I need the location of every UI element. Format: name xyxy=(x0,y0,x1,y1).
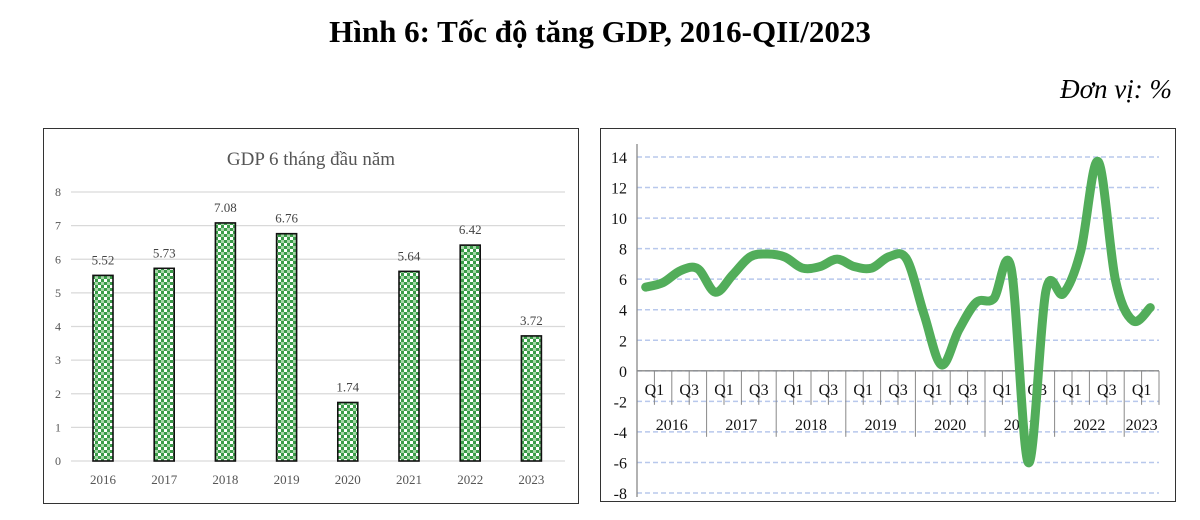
unit-label: Đơn vị: % xyxy=(1060,74,1172,104)
y-tick-label: -2 xyxy=(614,394,627,411)
year-label: 2019 xyxy=(865,417,897,434)
y-tick-label: -4 xyxy=(614,425,627,442)
quarter-label: Q1 xyxy=(853,382,873,399)
y-tick-label: 4 xyxy=(55,320,61,334)
bar-chart-title: GDP 6 tháng đầu năm xyxy=(227,149,395,170)
data-label: 3.72 xyxy=(520,313,543,328)
y-tick-label: 12 xyxy=(611,181,627,198)
quarter-label: Q3 xyxy=(819,382,839,399)
y-tick-label: 10 xyxy=(611,211,627,228)
year-label: 2020 xyxy=(934,417,966,434)
y-tick-label: 0 xyxy=(619,364,627,381)
y-tick-label: 2 xyxy=(619,333,627,350)
year-label: 2018 xyxy=(795,417,827,434)
bar xyxy=(398,270,420,462)
bar xyxy=(275,232,298,462)
quarter-label: Q1 xyxy=(923,382,943,399)
quarter-label: Q1 xyxy=(645,382,665,399)
y-tick-label: 2 xyxy=(55,387,61,401)
x-tick-label: 2019 xyxy=(274,472,300,487)
y-tick-label: 5 xyxy=(55,286,61,300)
data-label: 5.52 xyxy=(92,252,115,267)
bar xyxy=(459,244,482,462)
y-tick-label: 14 xyxy=(611,150,627,167)
data-label: 5.73 xyxy=(153,245,176,260)
bar xyxy=(92,274,114,462)
line-chart: -8 -6 -4 -2 0 2 4 6 8 10 12 14 Q1 Q3 Q1 Q3 Q1 Q3 Q1 Q3 Q1 Q3 Q… xyxy=(611,144,1160,503)
x-tick-label: 2018 xyxy=(212,472,238,487)
data-label: 5.64 xyxy=(398,248,421,263)
y-tick-label: 8 xyxy=(619,242,627,259)
bar xyxy=(336,401,359,462)
year-label: 2017 xyxy=(725,417,757,434)
y-tick-label: 0 xyxy=(55,454,61,468)
x-tick-label: 2021 xyxy=(396,472,422,487)
quarter-label: Q3 xyxy=(888,382,908,399)
quarter-label: Q3 xyxy=(679,382,699,399)
y-tick-label: 6 xyxy=(55,252,61,266)
bar xyxy=(214,222,237,462)
year-label: 2022 xyxy=(1073,417,1105,434)
bar xyxy=(520,335,543,462)
x-tick-label: 2016 xyxy=(90,472,117,487)
bar-chart: GDP 6 tháng đầu năm 0 1 2 3 4 5 6 7 8 5.52 2016 5.7… xyxy=(55,149,565,487)
y-tick-label: 3 xyxy=(55,353,61,367)
quarter-label: Q3 xyxy=(958,382,978,399)
y-tick-label: 7 xyxy=(55,219,61,233)
data-label: 1.74 xyxy=(336,379,359,394)
x-tick-label: 2022 xyxy=(457,472,483,487)
quarter-label: Q3 xyxy=(749,382,769,399)
y-tick-label: 6 xyxy=(619,272,627,289)
data-label: 6.42 xyxy=(459,222,482,237)
y-tick-label: -6 xyxy=(614,455,627,472)
data-label: 7.08 xyxy=(214,200,237,215)
y-tick-label: 4 xyxy=(619,303,627,320)
x-tick-label: 2017 xyxy=(151,472,178,487)
gdp-growth-line xyxy=(641,156,1155,468)
quarter-label: Q1 xyxy=(784,382,804,399)
y-tick-label: 8 xyxy=(55,185,61,199)
quarter-label: Q1 xyxy=(714,382,734,399)
quarter-label: Q1 xyxy=(1062,382,1082,399)
quarter-label: Q1 xyxy=(1132,382,1152,399)
bar-chart-panel: GDP 6 tháng đầu năm 0 1 2 3 4 5 6 7 8 5.52 2016 5.7… xyxy=(43,128,579,504)
quarter-label: Q1 xyxy=(993,382,1013,399)
bar xyxy=(153,267,175,462)
line-chart-panel: -8 -6 -4 -2 0 2 4 6 8 10 12 14 Q1 Q3 Q1 Q3 Q1 Q3 Q1 Q3 Q1 Q3 Q… xyxy=(600,128,1176,503)
year-label: 2023 xyxy=(1126,417,1158,434)
x-tick-label: 2020 xyxy=(335,472,361,487)
year-label: 2016 xyxy=(656,417,688,434)
data-label: 6.76 xyxy=(275,211,298,226)
figure-title: Hình 6: Tốc độ tăng GDP, 2016-QII/2023 xyxy=(329,14,871,49)
x-tick-label: 2023 xyxy=(518,472,544,487)
quarter-label: Q3 xyxy=(1097,382,1117,399)
y-tick-label: 1 xyxy=(55,420,61,434)
y-tick-label: -8 xyxy=(614,486,627,501)
